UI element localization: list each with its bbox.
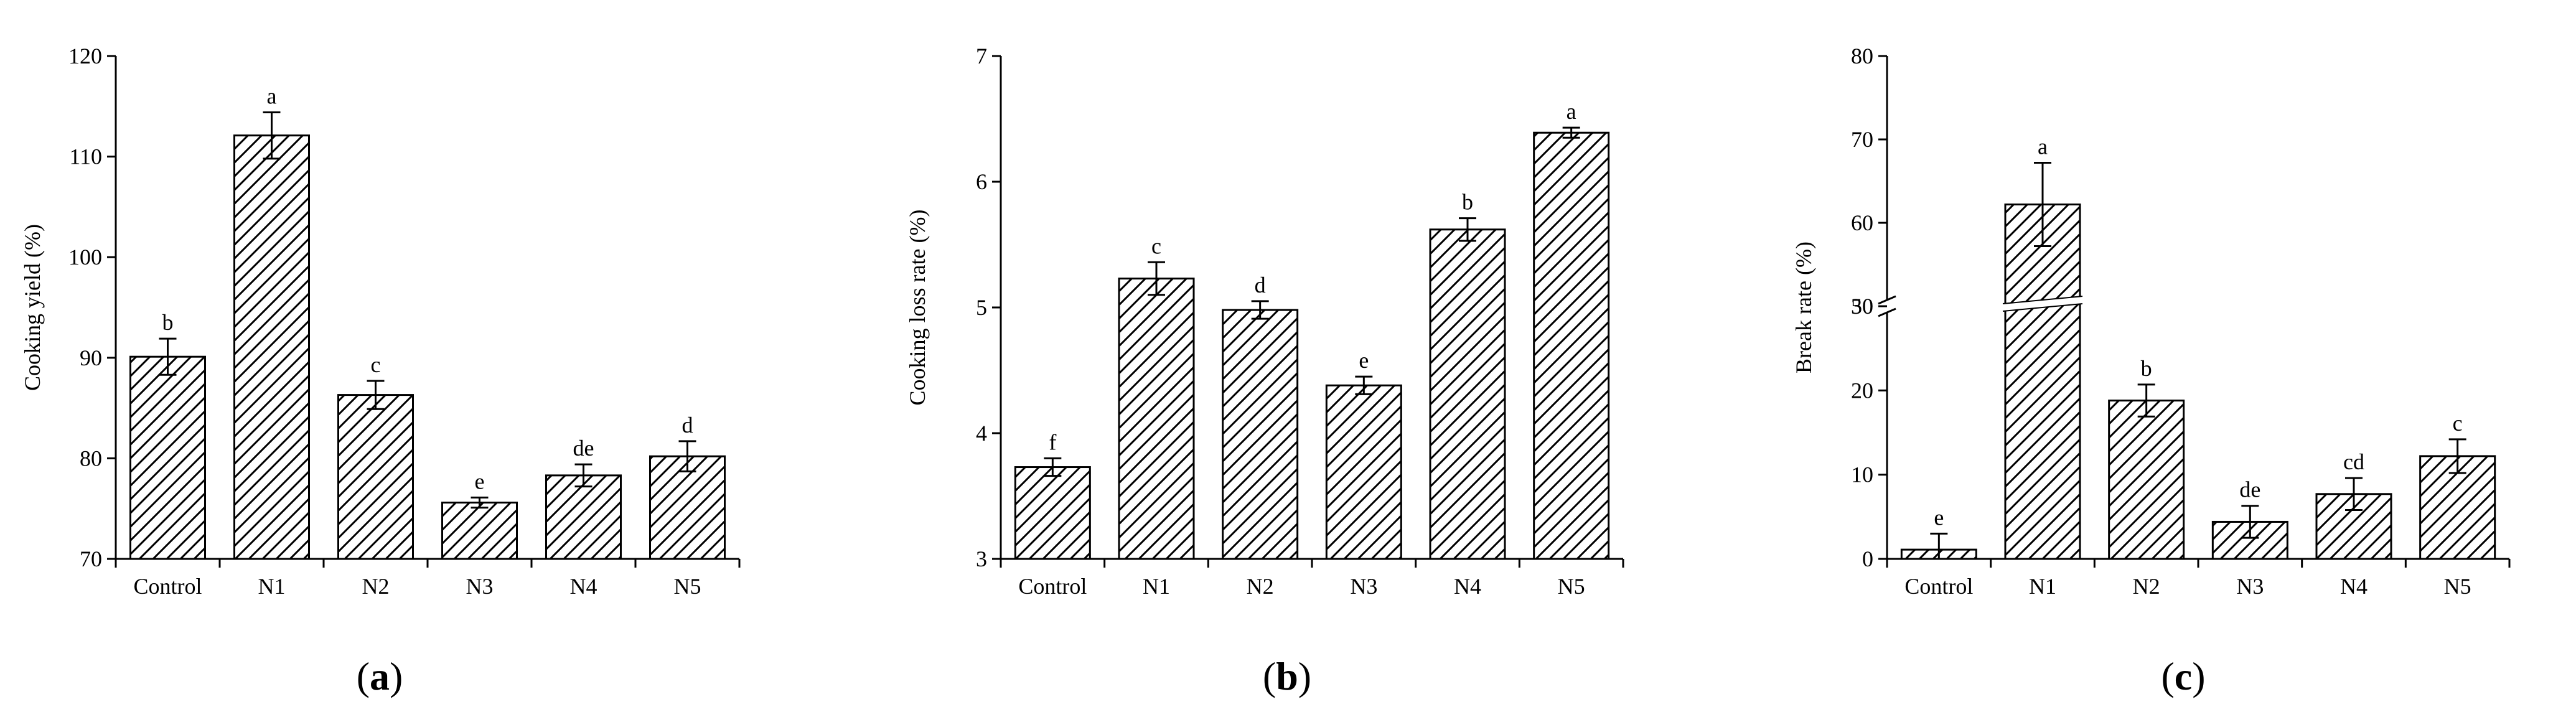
bar-break-line	[2002, 303, 2083, 312]
y-tick-label: 6	[976, 169, 987, 194]
x-tick-label: N4	[570, 574, 597, 599]
bar-n3	[441, 502, 518, 560]
significance-letter: b	[162, 310, 174, 335]
bar-control	[1014, 466, 1091, 560]
x-tick-label: N5	[2444, 574, 2471, 599]
significance-letter: cd	[2343, 449, 2364, 474]
x-tick-label: N1	[1143, 574, 1170, 599]
significance-letter: e	[475, 469, 485, 494]
bar-n3	[1325, 384, 1402, 560]
panel-label: (c)	[2161, 654, 2205, 698]
significance-letter: de	[573, 436, 594, 461]
significance-letter: c	[2453, 411, 2463, 436]
bar-break-line	[2002, 296, 2083, 304]
x-tick-label: N3	[2236, 574, 2264, 599]
bar-n4	[1429, 228, 1506, 560]
x-tick-label: N2	[1247, 574, 1274, 599]
bar-n1	[1118, 278, 1195, 560]
x-tick-label: N5	[674, 574, 701, 599]
y-tick-label: 7	[976, 44, 987, 68]
bar-control	[129, 355, 206, 560]
y-tick-label: 70	[80, 546, 102, 571]
significance-letter: b	[1462, 190, 1473, 215]
significance-letter: c	[1151, 233, 1161, 258]
axis-break-mark	[1878, 307, 1896, 317]
y-tick-label: 120	[68, 44, 102, 68]
bar-n5	[649, 455, 726, 560]
x-tick-label: N3	[1350, 574, 1377, 599]
significance-letter: f	[1049, 429, 1056, 454]
significance-letter: d	[1255, 273, 1266, 297]
bar-n5	[1533, 131, 1610, 560]
y-axis-label: Cooking loss rate (%)	[905, 210, 930, 406]
x-tick-label: N2	[362, 574, 390, 599]
x-tick-label: N1	[2029, 574, 2056, 599]
bar-n1	[233, 134, 310, 560]
y-tick-label: 90	[80, 345, 102, 370]
y-tick-label: 20	[1851, 378, 1873, 403]
chart-panel-b: 3 4 5 6 7 Cooking loss rate (%) f Control c N1 d N2…	[905, 44, 1624, 698]
x-tick-label: Control	[1018, 574, 1087, 599]
y-tick-label: 5	[976, 295, 987, 320]
significance-letter: a	[1567, 99, 1576, 124]
significance-letter: b	[2141, 356, 2152, 381]
bar-n4	[545, 474, 622, 560]
x-tick-label: N2	[2133, 574, 2160, 599]
y-tick-label: 4	[976, 421, 987, 446]
bar-n2	[1222, 309, 1299, 560]
y-tick-label: 50	[1851, 294, 1873, 319]
panel-label: (b)	[1263, 654, 1311, 698]
significance-letter: c	[371, 352, 381, 377]
y-tick-label: 110	[69, 144, 102, 169]
significance-letter: e	[1359, 348, 1369, 373]
significance-letter: de	[2239, 477, 2260, 502]
y-axis-label: Break rate (%)	[1791, 241, 1816, 373]
x-tick-label: N4	[1454, 574, 1481, 599]
y-axis-label: Cooking yield (%)	[20, 224, 45, 391]
panel-label: (a)	[357, 654, 403, 698]
y-tick-label: 100	[68, 245, 102, 269]
bar-break-gap	[2003, 296, 2082, 311]
significance-letter: e	[1934, 505, 1944, 530]
y-tick-label: 70	[1851, 127, 1873, 152]
x-tick-label: N1	[258, 574, 286, 599]
y-tick-label: 30	[1851, 294, 1873, 319]
y-tick-label: 60	[1851, 210, 1873, 235]
y-tick-label: 3	[976, 546, 987, 571]
significance-letter: a	[267, 83, 277, 108]
y-tick-label: 80	[80, 446, 102, 471]
bar-n2	[337, 394, 414, 560]
y-tick-label: 0	[1862, 546, 1873, 571]
x-tick-label: N4	[2340, 574, 2368, 599]
chart-panel-a: 70 80 90 100 110 120 Cooking yield (%) b Control…	[20, 44, 741, 698]
y-tick-label: 80	[1851, 44, 1873, 68]
significance-letter: a	[2038, 134, 2048, 159]
x-tick-label: N5	[1558, 574, 1585, 599]
bar-n1	[2004, 204, 2081, 560]
y-tick-label: 10	[1851, 462, 1873, 487]
axis-break-mark	[1878, 295, 1896, 305]
x-tick-label: Control	[1904, 574, 1973, 599]
x-tick-label: Control	[133, 574, 202, 599]
bar-n2	[2108, 400, 2185, 560]
x-tick-label: N3	[466, 574, 494, 599]
significance-letter: d	[682, 413, 693, 438]
